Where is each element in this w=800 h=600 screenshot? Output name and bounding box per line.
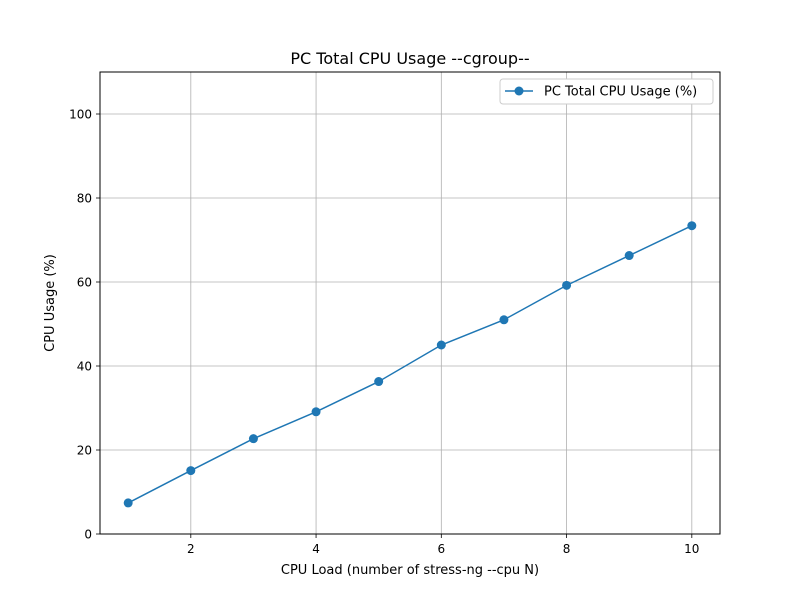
chart-title: PC Total CPU Usage --cgroup--	[290, 49, 529, 68]
data-point	[374, 377, 384, 387]
series-layer	[123, 221, 697, 508]
x-tick-label: 4	[312, 542, 320, 556]
data-point	[687, 221, 697, 231]
grid	[100, 72, 720, 535]
data-point	[562, 280, 572, 290]
y-tick-label: 0	[84, 528, 92, 542]
y-tick-label: 40	[77, 360, 92, 374]
x-tick-label: 10	[684, 542, 699, 556]
data-point	[499, 315, 509, 325]
y-axis-label: CPU Usage (%)	[43, 254, 58, 352]
data-point	[186, 466, 196, 476]
legend-marker-swatch	[514, 86, 524, 96]
data-point	[248, 434, 258, 444]
y-tick-label: 80	[77, 192, 92, 206]
y-tick-label: 100	[69, 108, 92, 122]
y-tick-label: 60	[77, 276, 92, 290]
data-point	[123, 498, 133, 508]
data-point	[624, 251, 634, 261]
x-tick-label: 6	[437, 542, 445, 556]
legend-label: PC Total CPU Usage (%)	[544, 85, 697, 100]
legend: PC Total CPU Usage (%)	[499, 78, 714, 105]
series-line	[127, 225, 693, 504]
y-tick-label: 20	[77, 444, 92, 458]
legend-box	[499, 78, 714, 105]
data-point	[311, 407, 321, 417]
data-point	[436, 340, 446, 350]
x-axis-label: CPU Load (number of stress-ng --cpu N)	[281, 563, 539, 578]
x-tick-label: 8	[563, 542, 571, 556]
plot-frame	[99, 71, 721, 535]
x-tick-label: 2	[187, 542, 195, 556]
